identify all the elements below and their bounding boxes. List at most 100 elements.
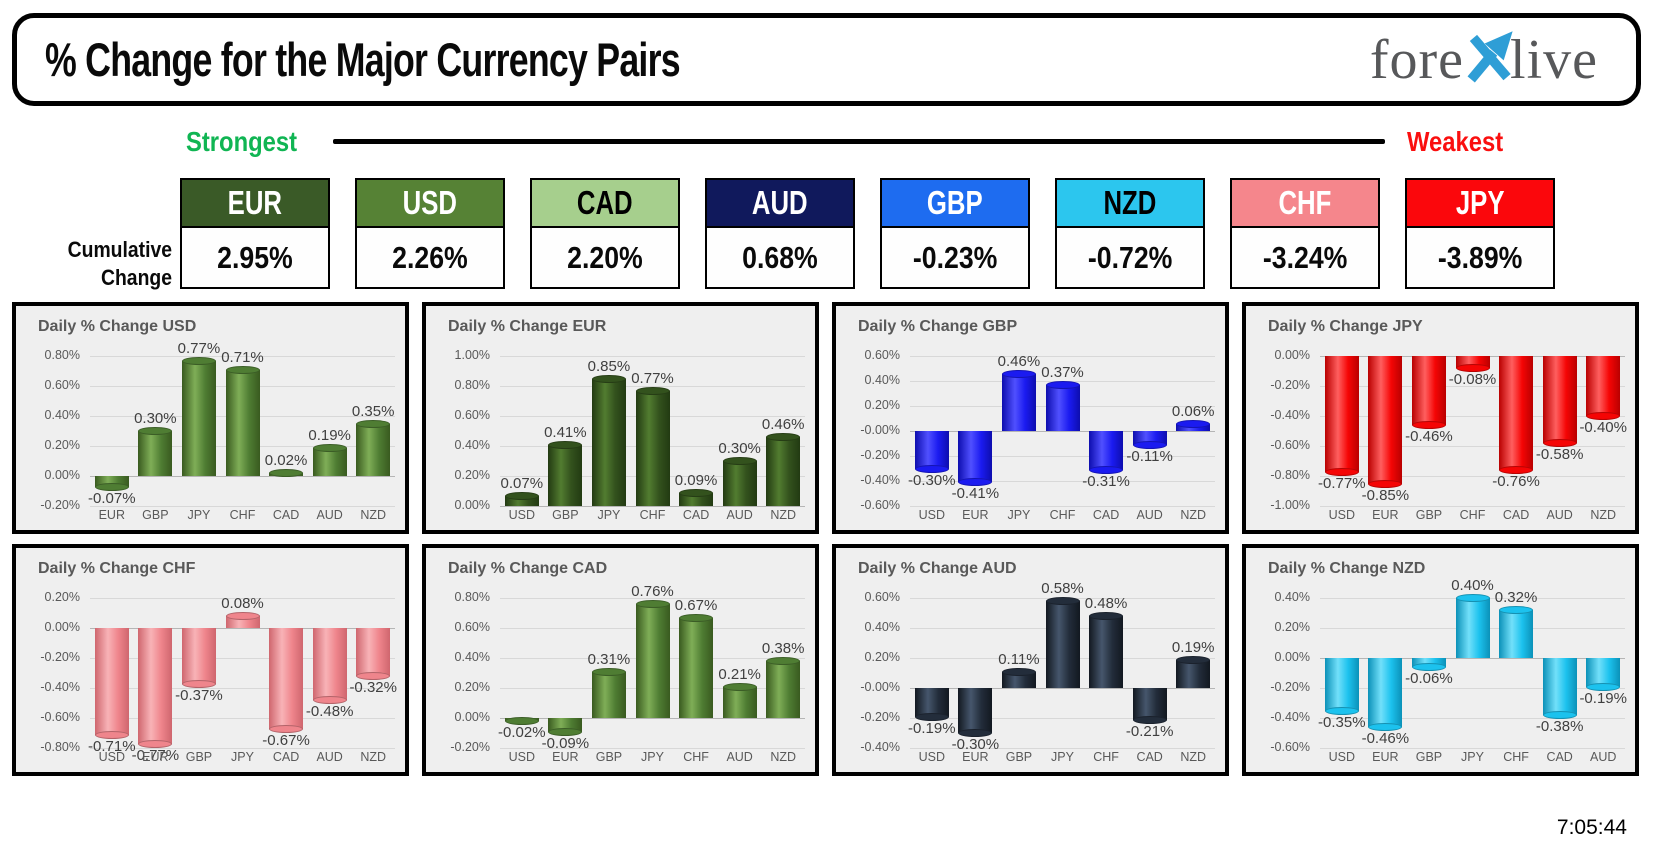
bar-cap xyxy=(766,433,801,441)
chart-card-aud: Daily % Change AUD 0.60% 0.40% 0.20% -0.00% -… xyxy=(832,544,1229,776)
x-axis-label: GBP xyxy=(1005,750,1033,764)
y-axis-tick-label: 0.00% xyxy=(454,710,490,724)
x-axis-label: NZD xyxy=(770,750,797,764)
bar-cap xyxy=(138,427,173,435)
gridline xyxy=(910,480,1215,482)
chart-card-nzd: Daily % Change NZD 0.40% 0.20% 0.00% -0.20% -… xyxy=(1242,544,1639,776)
gridline xyxy=(500,355,805,357)
currency-code-label: EUR xyxy=(227,184,283,221)
bar-cap xyxy=(1132,715,1167,724)
x-axis-label: NZD xyxy=(1180,508,1207,522)
bar-value-label: -0.48% xyxy=(305,703,354,720)
bar-value-label: 0.76% xyxy=(631,583,674,600)
chart-title: Daily % Change USD xyxy=(38,318,197,335)
y-axis-tick-label: 0.00% xyxy=(44,468,80,482)
x-axis-label: USD xyxy=(98,750,125,764)
gridline xyxy=(1320,687,1625,689)
y-axis-tick-label: -0.20% xyxy=(860,448,900,462)
bar-cap xyxy=(1542,711,1577,719)
chart-title: Daily % Change EUR xyxy=(448,318,607,335)
x-axis-label: NZD xyxy=(1590,508,1617,522)
bar-cap xyxy=(1001,369,1036,378)
bar-cap xyxy=(94,482,129,491)
x-axis-label: JPY xyxy=(187,508,211,522)
chart-title: Daily % Change CHF xyxy=(38,560,196,577)
currency-code-label: GBP xyxy=(927,184,983,221)
currency-code-header: AUD xyxy=(705,178,855,228)
y-axis-tick-label: -0.40% xyxy=(1270,408,1310,422)
bar-value-label: 0.37% xyxy=(1041,363,1084,381)
y-axis-tick-label: -0.60% xyxy=(1270,740,1310,754)
x-axis-label: USD xyxy=(508,750,535,764)
bar-cap xyxy=(1542,439,1577,447)
strongest-label: Strongest xyxy=(186,126,298,157)
currency-box-gbp: GBP -0.23% xyxy=(880,178,1030,291)
bar-nzd-cad xyxy=(1542,658,1577,719)
gridline xyxy=(90,687,395,689)
gridline xyxy=(910,455,1215,457)
gridline xyxy=(910,430,1215,432)
bar-cap xyxy=(504,717,539,725)
y-axis-tick-label: 0.60% xyxy=(44,378,80,392)
x-axis-label: JPY xyxy=(1007,508,1031,522)
bar-aud-jpy xyxy=(1045,597,1080,688)
bar-nzd-gbp xyxy=(1411,658,1446,671)
x-axis-label: AUD xyxy=(316,508,343,522)
bar-jpy-cad xyxy=(1499,356,1534,474)
bar-cap xyxy=(591,374,626,383)
bar-jpy-chf xyxy=(1455,356,1490,372)
currency-cumulative-value-text: -3.89% xyxy=(1437,239,1523,275)
bar-value-label: 0.30% xyxy=(718,440,761,457)
bar-cap xyxy=(504,491,539,500)
bar-usd-chf xyxy=(225,365,260,476)
y-axis-tick-label: 0.20% xyxy=(864,398,900,412)
chart-title: Daily % Change AUD xyxy=(858,560,1017,577)
bar-value-label: -0.46% xyxy=(1405,428,1453,445)
chart-card-chf: Daily % Change CHF 0.20% 0.00% -0.20% -0.40%… xyxy=(12,544,409,776)
bar-cap xyxy=(1411,421,1446,429)
bar-cap xyxy=(722,682,757,691)
bar-chf-eur xyxy=(138,628,173,748)
gridline xyxy=(1320,475,1625,477)
x-axis-label: NZD xyxy=(770,508,797,522)
x-axis-label: AUD xyxy=(726,508,753,522)
bar-cap xyxy=(1499,466,1534,474)
gridline xyxy=(910,355,1215,357)
y-axis-tick-label: 0.00% xyxy=(1274,348,1310,362)
bar-aud-chf xyxy=(1089,612,1124,688)
bar-cap xyxy=(1368,479,1403,488)
x-axis-label: GBP xyxy=(142,508,169,522)
bar-aud-eur xyxy=(958,688,993,737)
bar-cap xyxy=(1176,419,1211,428)
bar-jpy-aud xyxy=(1542,356,1577,447)
bar-value-label: -0.38% xyxy=(1535,718,1584,735)
bar-cap xyxy=(1586,682,1621,691)
bar-cap xyxy=(1001,667,1036,676)
cumulative-label-line2: Change xyxy=(100,264,172,290)
bar-cap xyxy=(548,727,583,736)
bar-value-label: -0.07% xyxy=(88,489,136,507)
bar-eur-jpy xyxy=(591,374,626,506)
x-axis-label: EUR xyxy=(962,750,989,764)
bar-cap xyxy=(679,613,714,622)
cumulative-boxes: EUR 2.95% USD 2.26% CAD 2.20% AUD 0.68% GBP -0.23… xyxy=(180,178,1555,291)
y-axis-tick-label: 1.00% xyxy=(454,348,490,362)
currency-cumulative-value: 2.26% xyxy=(355,228,505,289)
x-axis-label: JPY xyxy=(1051,750,1074,764)
currency-cumulative-value: -0.72% xyxy=(1055,228,1205,289)
gridline xyxy=(1320,385,1625,387)
currency-box-nzd: NZD -0.72% xyxy=(1055,178,1205,291)
y-axis-tick-label: 0.20% xyxy=(454,680,490,694)
currency-code-label: AUD xyxy=(752,184,808,221)
bar-value-label: 0.11% xyxy=(998,650,1040,668)
chart-title: Daily % Change NZD xyxy=(1268,560,1426,577)
bar-chf-nzd xyxy=(356,628,391,680)
bar-value-label: -0.41% xyxy=(951,485,1000,503)
x-axis-label: USD xyxy=(918,508,945,522)
bar-aud-usd xyxy=(914,688,949,721)
y-axis-tick-label: -0.20% xyxy=(1270,680,1310,694)
cumulative-label-line1: Cumulative xyxy=(67,237,172,262)
cumulative-change-label: Cumulative Change xyxy=(31,236,172,291)
bar-eur-gbp xyxy=(548,440,583,506)
